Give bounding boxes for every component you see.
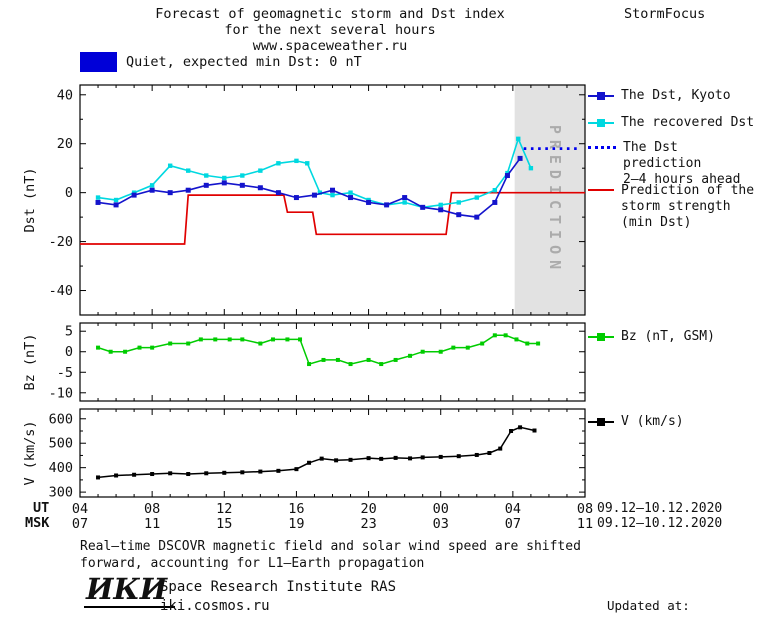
recovered-dst-marker-icon	[588, 119, 614, 127]
svg-text:15: 15	[216, 516, 232, 532]
svg-text:00: 00	[433, 501, 449, 517]
brand-stormfocus: StormFocus	[624, 6, 706, 22]
status-banner-label: Quiet, expected min Dst: 0 nT	[126, 54, 362, 70]
legend-storm-line3: (min Dst)	[621, 215, 692, 230]
msk-date-range: 09.12–10.12.2020	[597, 516, 723, 531]
svg-text:07: 07	[505, 516, 521, 532]
title-line-1: Forecast of geomagnetic storm and Dst in…	[155, 6, 505, 22]
legend-speed-label: V (km/s)	[621, 414, 684, 429]
page-title: Forecast of geomagnetic storm and Dst in…	[90, 6, 570, 54]
status-banner: Quiet, expected min Dst: 0 nT	[80, 52, 362, 72]
svg-text:20: 20	[57, 136, 73, 152]
dst-kyoto-marker-icon	[588, 92, 614, 100]
storm-strength-marker-icon	[588, 189, 614, 191]
svg-text:Bz (nT): Bz (nT)	[22, 334, 38, 391]
institute-name: Space Research Institute RAS	[160, 579, 397, 595]
dst-prediction-dotted-marker-icon	[588, 146, 616, 149]
svg-text:04: 04	[505, 501, 521, 517]
svg-text:03: 03	[433, 516, 449, 532]
legend-dst-kyoto: The Dst, Kyoto	[588, 88, 731, 104]
title-line-2: for the next several hours	[224, 22, 436, 38]
legend-storm-strength: Prediction of the storm strength (min Ds…	[588, 183, 754, 231]
bz-square-icon	[597, 333, 605, 341]
msk-axis-label: MSK	[25, 515, 50, 531]
ut-axis-label: UT	[33, 500, 50, 516]
ut-date-range: 09.12–10.12.2020	[597, 501, 723, 516]
legend-dst-prediction-label: The Dst prediction 2–4 hours ahead	[623, 140, 760, 188]
svg-text:-40: -40	[49, 283, 73, 299]
svg-text:08: 08	[577, 501, 593, 517]
v-plot: 600 500 400 300 V (km/s)	[22, 408, 586, 501]
bz-marker-icon	[588, 333, 614, 341]
legend-recovered-dst-label: The recovered Dst	[621, 115, 755, 130]
legend-storm-line2: storm strength	[621, 199, 731, 214]
svg-text:Dst (nT): Dst (nT)	[22, 167, 38, 232]
updated-at-label: Updated at:	[607, 598, 690, 613]
svg-text:-5: -5	[57, 365, 73, 381]
legend-storm-strength-label: Prediction of the storm strength (min Ds…	[621, 183, 754, 231]
dst-plot: PREDICTION 40 20 0 -20 -40 Dst (nT)	[22, 84, 586, 316]
legend-dst-prediction-line1: The Dst prediction	[623, 140, 702, 171]
status-color-box	[80, 52, 117, 72]
site-url: www.spaceweather.ru	[252, 38, 408, 54]
legend-dst-prediction: The Dst prediction 2–4 hours ahead	[588, 140, 760, 188]
speed-square-icon	[597, 418, 605, 426]
institute-site: iki.cosmos.ru	[160, 598, 270, 614]
svg-text:11: 11	[144, 516, 160, 532]
svg-text:V (km/s): V (km/s)	[22, 420, 38, 485]
svg-text:12: 12	[216, 501, 232, 517]
legend-dst-kyoto-label: The Dst, Kyoto	[621, 88, 731, 103]
svg-text:0: 0	[65, 185, 73, 201]
legend-speed: V (km/s)	[588, 414, 684, 430]
iki-logo: ИКИ	[84, 574, 176, 608]
svg-text:0: 0	[65, 344, 73, 360]
svg-text:04: 04	[72, 501, 88, 517]
svg-text:-20: -20	[49, 234, 73, 250]
legend-bz: Bz (nT, GSM)	[588, 329, 715, 345]
svg-text:20: 20	[360, 501, 376, 517]
svg-text:16: 16	[288, 501, 304, 517]
recovered-dst-square-icon	[597, 119, 605, 127]
dst-kyoto-square-icon	[597, 92, 605, 100]
svg-text:400: 400	[49, 460, 73, 476]
speed-marker-icon	[588, 418, 614, 426]
legend-bz-label: Bz (nT, GSM)	[621, 329, 715, 344]
legend-dst-prediction-line2: 2–4 hours ahead	[623, 172, 741, 187]
bz-plot: 5 0 -5 -10 Bz (nT)	[22, 322, 586, 402]
legend-recovered-dst: The recovered Dst	[588, 115, 754, 131]
svg-text:600: 600	[49, 411, 73, 427]
svg-text:08: 08	[144, 501, 160, 517]
svg-text:5: 5	[65, 324, 73, 340]
svg-text:19: 19	[288, 516, 304, 532]
propagation-note-line2: forward, accounting for L1–Earth propaga…	[80, 556, 425, 571]
svg-text:PREDICTION: PREDICTION	[546, 125, 564, 275]
svg-text:500: 500	[49, 436, 73, 452]
propagation-note: Real–time DSCOVR magnetic field and sola…	[80, 538, 581, 572]
svg-text:11: 11	[577, 516, 593, 532]
svg-text:300: 300	[49, 485, 73, 501]
svg-text:07: 07	[72, 516, 88, 532]
svg-text:-10: -10	[49, 385, 73, 401]
svg-text:23: 23	[360, 516, 376, 532]
propagation-note-line1: Real–time DSCOVR magnetic field and sola…	[80, 539, 581, 554]
svg-text:40: 40	[57, 87, 73, 103]
updated-at-block: Updated at: UT 04:05, 10.12.2020 MSK 07:…	[607, 563, 760, 620]
legend-storm-line1: Prediction of the	[621, 183, 755, 198]
